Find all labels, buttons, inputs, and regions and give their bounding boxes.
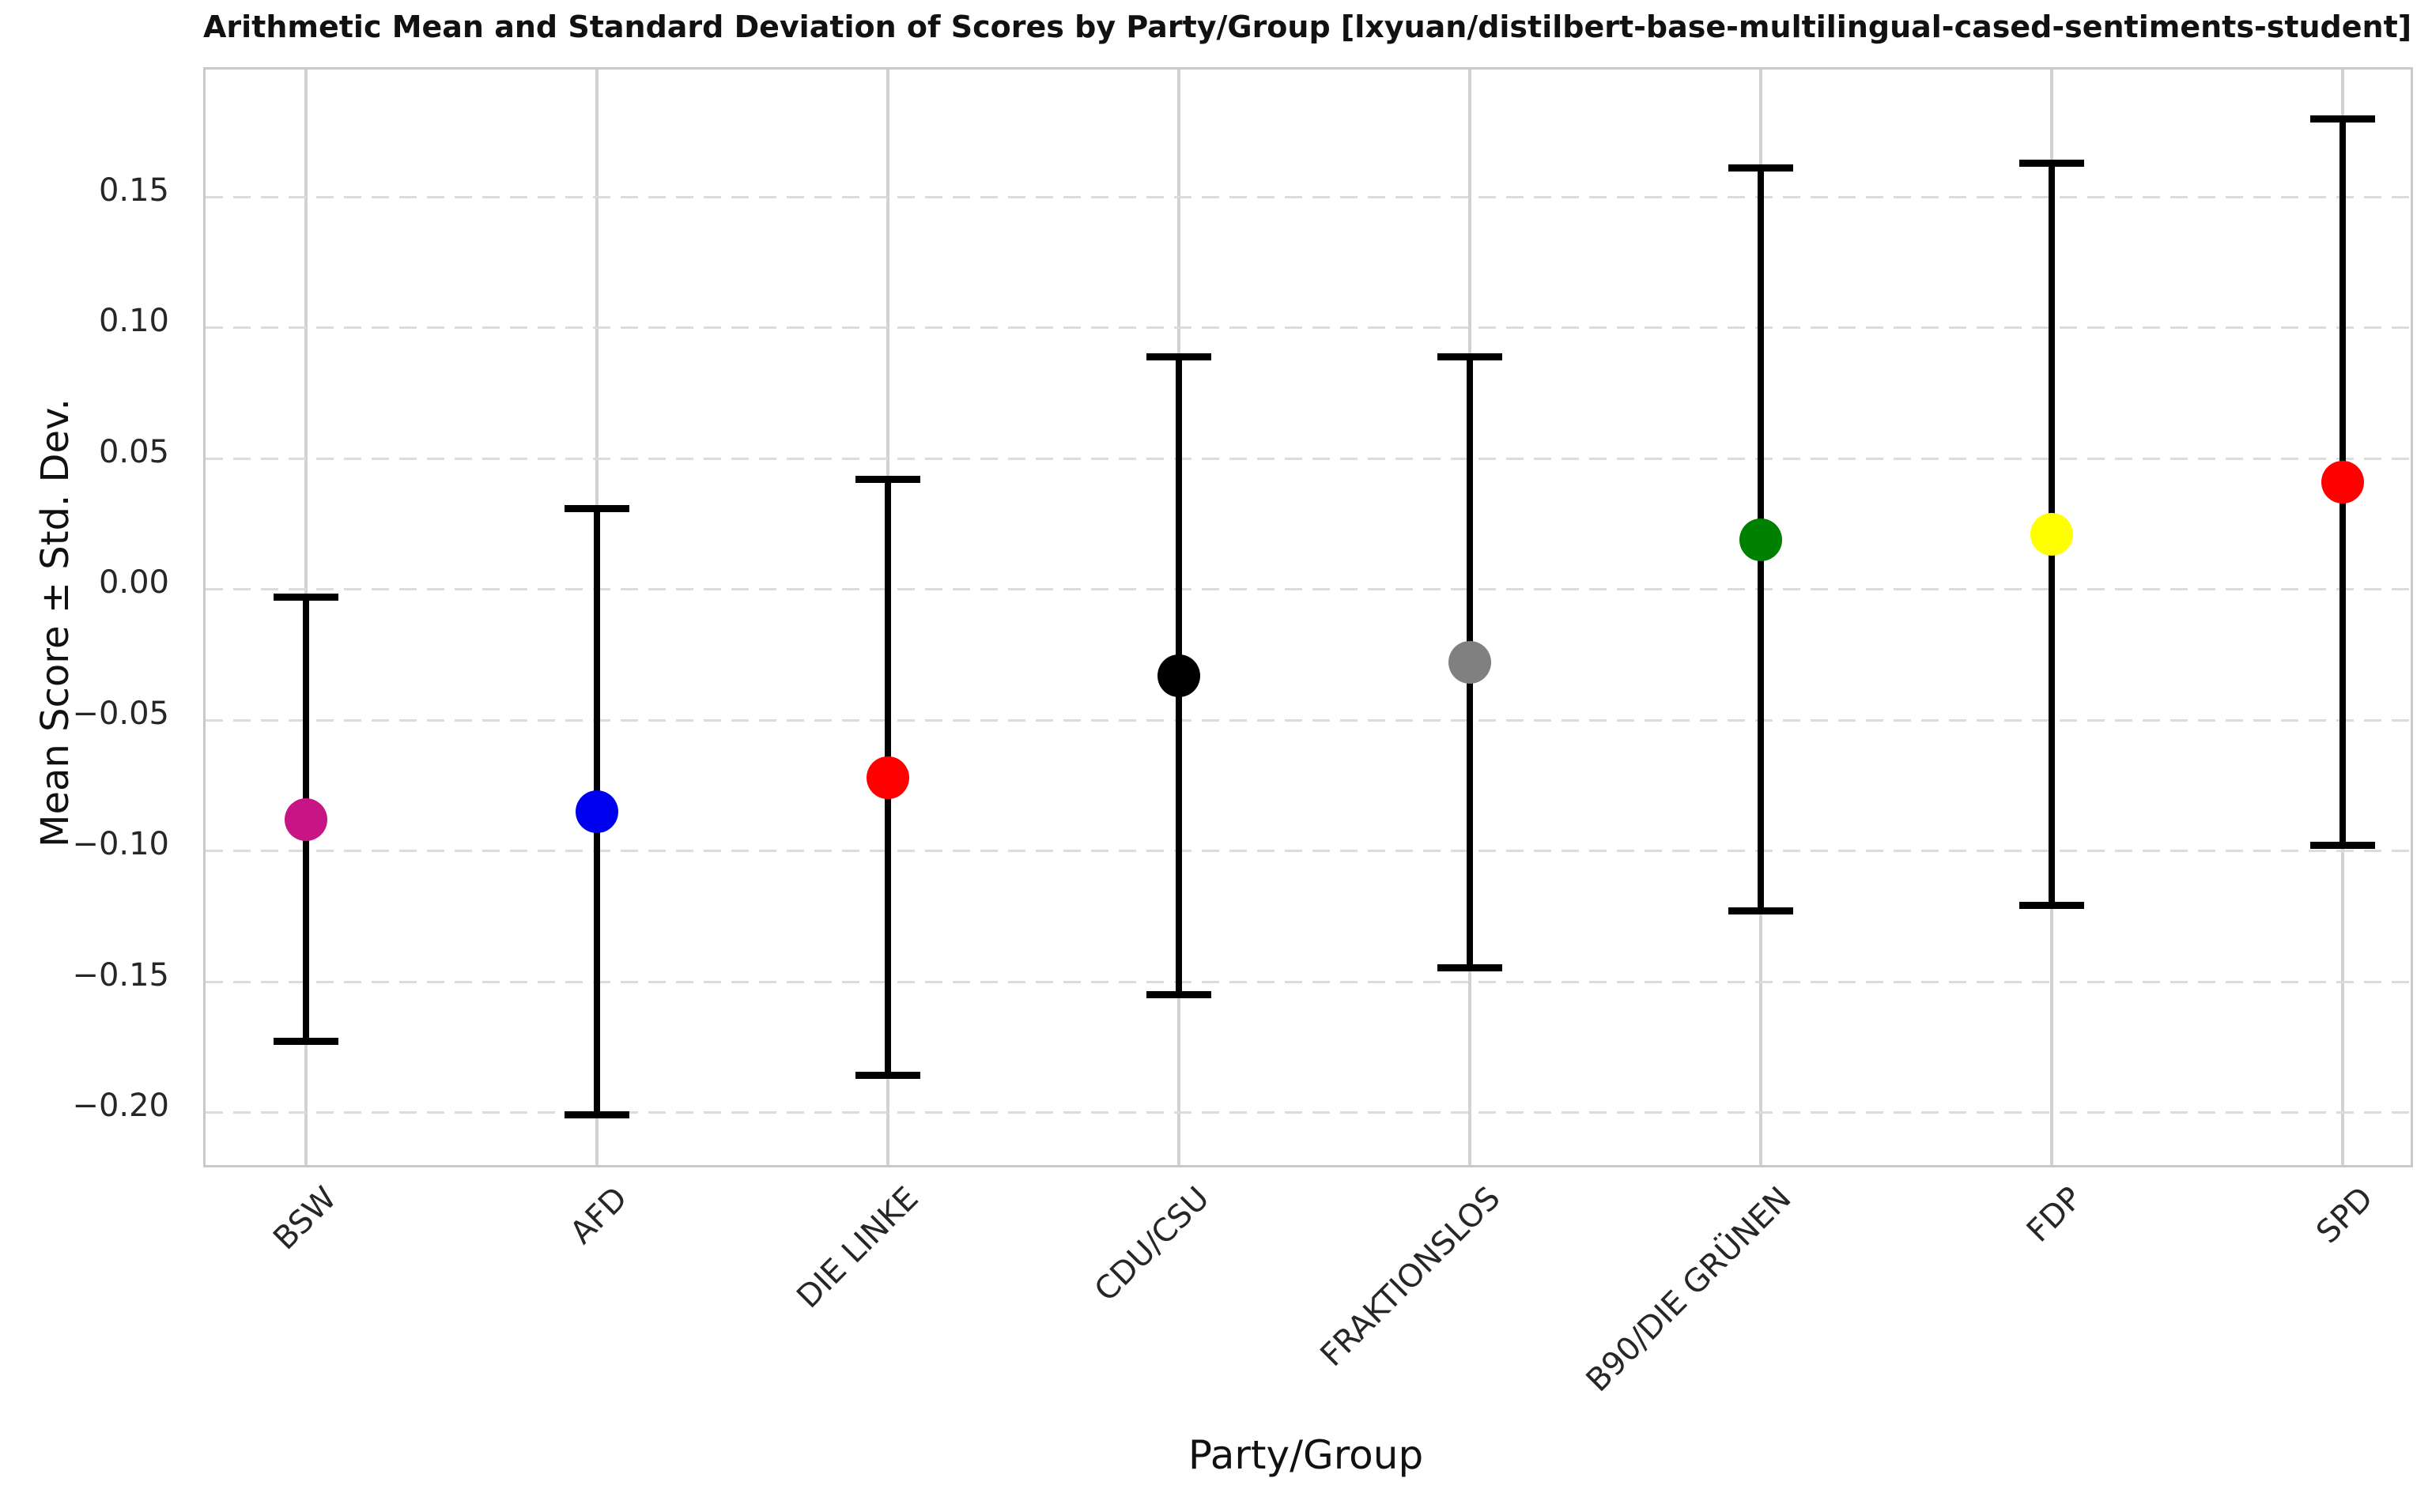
data-point-6 <box>2030 512 2073 556</box>
x-tick-label: FDP <box>2019 1180 2090 1250</box>
errorbar-cap-bottom-2 <box>855 1072 920 1080</box>
chart-title: Arithmetic Mean and Standard Deviation o… <box>203 9 2412 44</box>
y-tick-label: −0.15 <box>72 956 169 994</box>
data-point-3 <box>1157 654 1200 697</box>
errorbar-cap-top-3 <box>1146 353 1211 360</box>
data-point-7 <box>2321 460 2364 503</box>
x-tick-label: SPD <box>2309 1180 2381 1251</box>
errorbar-cap-top-5 <box>1728 164 1793 172</box>
horizontal-gridline <box>206 850 2411 853</box>
y-tick-label: 0.05 <box>98 433 169 470</box>
horizontal-gridline <box>206 195 2411 198</box>
x-tick-label: FRAKTIONSLOS <box>1313 1180 1508 1374</box>
errorbar-cap-bottom-3 <box>1146 990 1211 998</box>
data-point-2 <box>867 756 909 799</box>
horizontal-gridline <box>206 718 2411 722</box>
errorbar-cap-top-1 <box>565 504 629 512</box>
errorbar-cap-bottom-6 <box>2019 901 2084 909</box>
x-tick-label: DIE LINKE <box>790 1180 926 1316</box>
y-tick-label: 0.10 <box>98 303 169 340</box>
errorbar-cap-top-2 <box>855 476 920 484</box>
y-axis-label: Mean Score ± Std. Dev. <box>33 398 77 847</box>
data-point-5 <box>1739 518 1782 561</box>
x-tick-label: AFD <box>563 1180 635 1251</box>
y-tick-label: −0.05 <box>72 695 169 732</box>
errorbar-cap-top-4 <box>1437 353 1502 360</box>
x-tick-label: CDU/CSU <box>1087 1180 1217 1309</box>
horizontal-gridline <box>206 457 2411 460</box>
errorbar-cap-bottom-5 <box>1728 907 1793 914</box>
errorbar-cap-bottom-0 <box>274 1038 338 1046</box>
data-point-4 <box>1448 641 1491 684</box>
plot-area <box>203 67 2413 1167</box>
y-tick-label: −0.10 <box>72 826 169 863</box>
data-point-0 <box>285 797 327 841</box>
horizontal-gridline <box>206 326 2411 330</box>
x-axis-label: Party/Group <box>1188 1432 1424 1478</box>
x-tick-label: B90/DIE GRÜNEN <box>1579 1180 1799 1399</box>
y-tick-label: −0.20 <box>72 1088 169 1125</box>
errorbar-cap-top-7 <box>2310 115 2375 123</box>
horizontal-gridline <box>206 588 2411 591</box>
horizontal-gridline <box>206 1111 2411 1114</box>
y-tick-label: 0.15 <box>98 172 169 209</box>
errorbar-cap-top-0 <box>274 594 338 601</box>
errorbar-cap-top-6 <box>2019 159 2084 167</box>
errorbar-cap-bottom-1 <box>565 1110 629 1118</box>
data-point-1 <box>576 790 618 833</box>
y-tick-label: 0.00 <box>98 564 169 601</box>
horizontal-gridline <box>206 980 2411 983</box>
x-tick-label: BSW <box>266 1180 344 1257</box>
errorbar-cap-bottom-4 <box>1437 964 1502 972</box>
errorbar-cap-bottom-7 <box>2310 841 2375 849</box>
